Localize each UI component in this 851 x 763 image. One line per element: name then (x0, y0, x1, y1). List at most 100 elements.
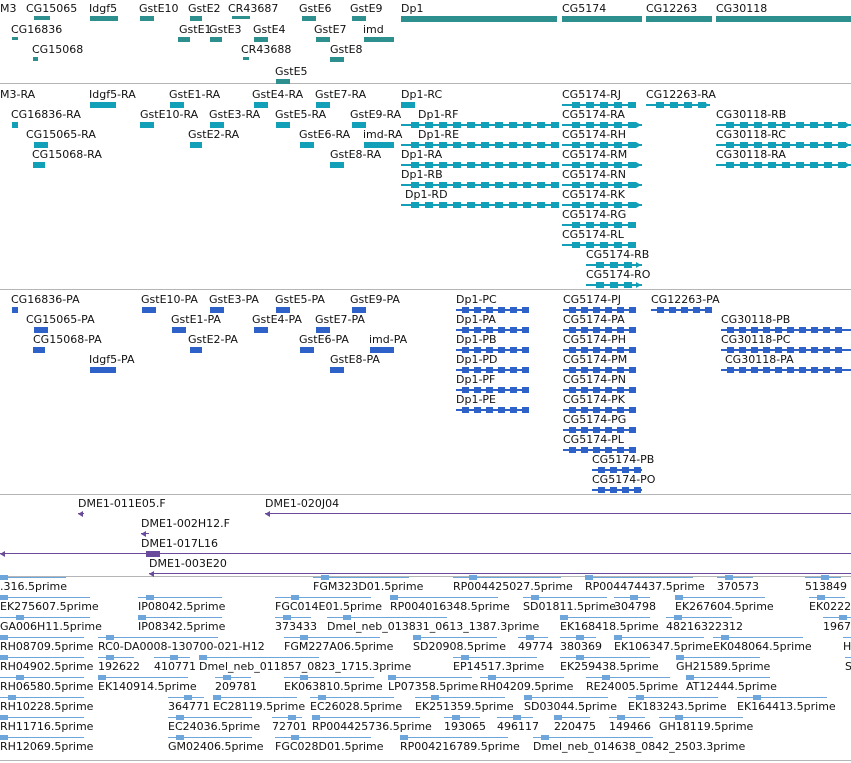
gene-feature[interactable] (646, 16, 712, 22)
exon-block[interactable] (425, 142, 433, 148)
exon-block[interactable] (425, 162, 433, 168)
protein-label[interactable]: GstE5-PA (275, 293, 325, 306)
exon-block[interactable] (537, 142, 545, 148)
exon-block[interactable] (572, 182, 580, 188)
transcript-label[interactable]: GstE4-RA (252, 88, 304, 101)
exon-block[interactable] (614, 122, 622, 128)
est-label[interactable]: FGC014E01.5prime (275, 600, 383, 613)
gene-feature[interactable] (716, 16, 851, 22)
protein-block[interactable] (739, 327, 746, 333)
protein-block[interactable] (693, 307, 700, 313)
protein-block[interactable] (617, 307, 624, 313)
est-label[interactable]: 304798 (614, 600, 656, 613)
protein-block[interactable] (498, 407, 505, 413)
protein-line[interactable] (592, 469, 642, 471)
est-line[interactable] (138, 597, 222, 598)
transcript-line[interactable] (401, 144, 557, 146)
protein-block[interactable] (605, 387, 612, 393)
est-label[interactable]: RH04902.5prime (0, 660, 94, 673)
exon-block[interactable] (600, 202, 608, 208)
est-label[interactable]: EK164413.5prime (737, 700, 836, 713)
est-line[interactable] (0, 657, 84, 658)
protein-label[interactable]: CG15068-PA (33, 333, 102, 346)
est-block[interactable] (413, 635, 421, 640)
est-line[interactable] (0, 617, 90, 618)
est-label[interactable]: 364771 (168, 700, 210, 713)
protein-label[interactable]: GstE3-PA (209, 293, 259, 306)
transcript-label[interactable]: CG5174-RA (562, 108, 625, 121)
exon-block[interactable] (838, 122, 846, 128)
est-line[interactable] (843, 637, 851, 638)
est-label[interactable]: IP08042.5prime (138, 600, 226, 613)
protein-block[interactable] (486, 387, 493, 393)
clone-label[interactable]: DME1-020J04 (265, 497, 340, 510)
est-line[interactable] (614, 637, 704, 638)
protein-block[interactable] (498, 387, 505, 393)
est-line[interactable] (560, 657, 650, 658)
transcript-label[interactable]: GstE5-RA (275, 108, 327, 121)
transcript-label[interactable]: CG15068-RA (32, 148, 102, 161)
protein-label[interactable]: GstE4-PA (252, 313, 302, 326)
protein-block[interactable] (598, 487, 605, 493)
est-line[interactable] (0, 637, 84, 638)
exon-block[interactable] (34, 142, 48, 148)
protein-block[interactable] (598, 467, 605, 473)
gene-feature[interactable] (33, 57, 38, 61)
transcript-label[interactable]: GstE8-RA (330, 148, 382, 161)
protein-label[interactable]: CG5174-PL (563, 433, 624, 446)
exon-block[interactable] (411, 202, 419, 208)
exon-block[interactable] (509, 142, 517, 148)
est-block[interactable] (176, 735, 184, 740)
exon-block[interactable] (628, 122, 636, 128)
est-line[interactable] (523, 597, 607, 598)
exon-block[interactable] (600, 242, 608, 248)
est-label[interactable]: FGC028D01.5prime (275, 740, 384, 753)
protein-block[interactable] (775, 327, 782, 333)
protein-block[interactable] (629, 407, 636, 413)
protein-block[interactable] (610, 467, 617, 473)
clone-block[interactable] (146, 551, 160, 557)
protein-label[interactable]: GstE7-PA (315, 313, 365, 326)
protein-label[interactable]: Dp1-PC (456, 293, 497, 306)
est-label[interactable]: RH11716.5prime (0, 720, 94, 733)
est-block[interactable] (388, 675, 396, 680)
protein-block[interactable] (835, 347, 842, 353)
exon-block[interactable] (330, 162, 344, 168)
gene-feature[interactable] (243, 57, 249, 60)
protein-block[interactable] (498, 347, 505, 353)
est-block[interactable] (98, 675, 106, 680)
est-block[interactable] (839, 615, 847, 620)
exon-block[interactable] (586, 182, 594, 188)
gene-feature[interactable] (330, 57, 344, 62)
protein-label[interactable]: CG5174-PO (592, 473, 656, 486)
protein-block[interactable] (634, 487, 641, 493)
est-block[interactable] (0, 715, 8, 720)
est-line[interactable] (275, 617, 311, 618)
protein-block[interactable] (617, 447, 624, 453)
protein-label[interactable]: Dp1-PB (456, 333, 497, 346)
est-block[interactable] (300, 635, 308, 640)
exon-block[interactable] (316, 102, 330, 108)
est-line[interactable] (453, 577, 561, 578)
est-block[interactable] (675, 595, 683, 600)
est-block[interactable] (675, 715, 683, 720)
protein-block[interactable] (739, 367, 746, 373)
exon-block[interactable] (481, 182, 489, 188)
est-label[interactable]: 496117 (497, 720, 539, 733)
protein-block[interactable] (142, 307, 156, 313)
exon-block[interactable] (439, 202, 447, 208)
exon-block[interactable] (254, 102, 268, 108)
exon-block[interactable] (537, 162, 545, 168)
clone-line[interactable] (265, 513, 851, 514)
exon-block[interactable] (509, 202, 517, 208)
gene-feature[interactable] (232, 16, 250, 19)
est-block[interactable] (560, 615, 568, 620)
protein-block[interactable] (622, 467, 629, 473)
exon-block[interactable] (523, 162, 531, 168)
est-line[interactable] (0, 577, 66, 578)
transcript-label[interactable]: CG5174-RH (562, 128, 627, 141)
est-line[interactable] (713, 637, 803, 638)
transcript-label[interactable]: CG5174-RM (562, 148, 628, 161)
est-block[interactable] (283, 615, 291, 620)
exon-block[interactable] (768, 162, 776, 168)
